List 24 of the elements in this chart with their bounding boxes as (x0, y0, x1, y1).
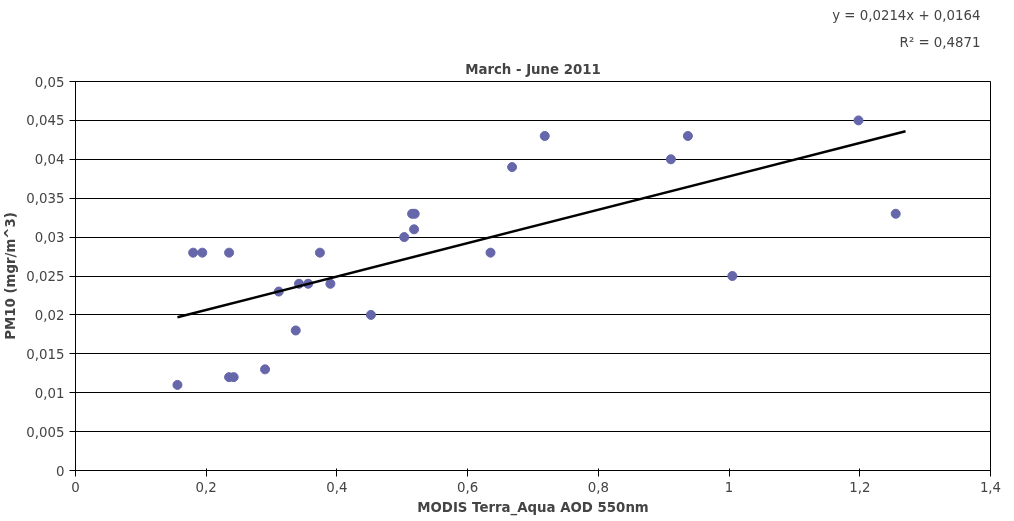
y-axis-title: PM10 (mgr/m^3) (3, 212, 19, 340)
x-tick-label: 0,6 (457, 479, 479, 495)
x-tick-label: 0,8 (587, 479, 609, 495)
x-tick-label: 1,2 (849, 479, 871, 495)
y-tick-label: 0,025 (26, 269, 65, 284)
x-tick-label: 1,4 (979, 479, 1002, 495)
x-axis-title: MODIS Terra_Aqua AOD 550nm (417, 499, 649, 516)
y-tick-label: 0 (56, 463, 65, 479)
y-tick-label: 0,045 (26, 113, 65, 129)
x-tick-label: 0,2 (195, 479, 217, 495)
y-tick-label: 0,015 (26, 346, 65, 362)
y-tick-label: 0,05 (34, 74, 65, 90)
x-tick-label: 0,4 (326, 479, 348, 495)
y-tick-label: 0,035 (26, 191, 65, 207)
x-tick-label: 0 (71, 479, 80, 495)
y-tick-label: 0,02 (34, 307, 65, 323)
x-tick-label: 1 (724, 479, 734, 495)
y-tick-label: 0,04 (34, 152, 65, 168)
text: y = 0,0214x + 0,0164 (832, 7, 981, 23)
y-tick-label: 0,005 (26, 424, 65, 440)
y-tick-label: 0,01 (34, 385, 65, 401)
text: R² = 0,4871 (899, 34, 981, 50)
y-tick-label: 0,03 (34, 230, 65, 246)
chart-title: March - June 2011 (465, 61, 601, 77)
